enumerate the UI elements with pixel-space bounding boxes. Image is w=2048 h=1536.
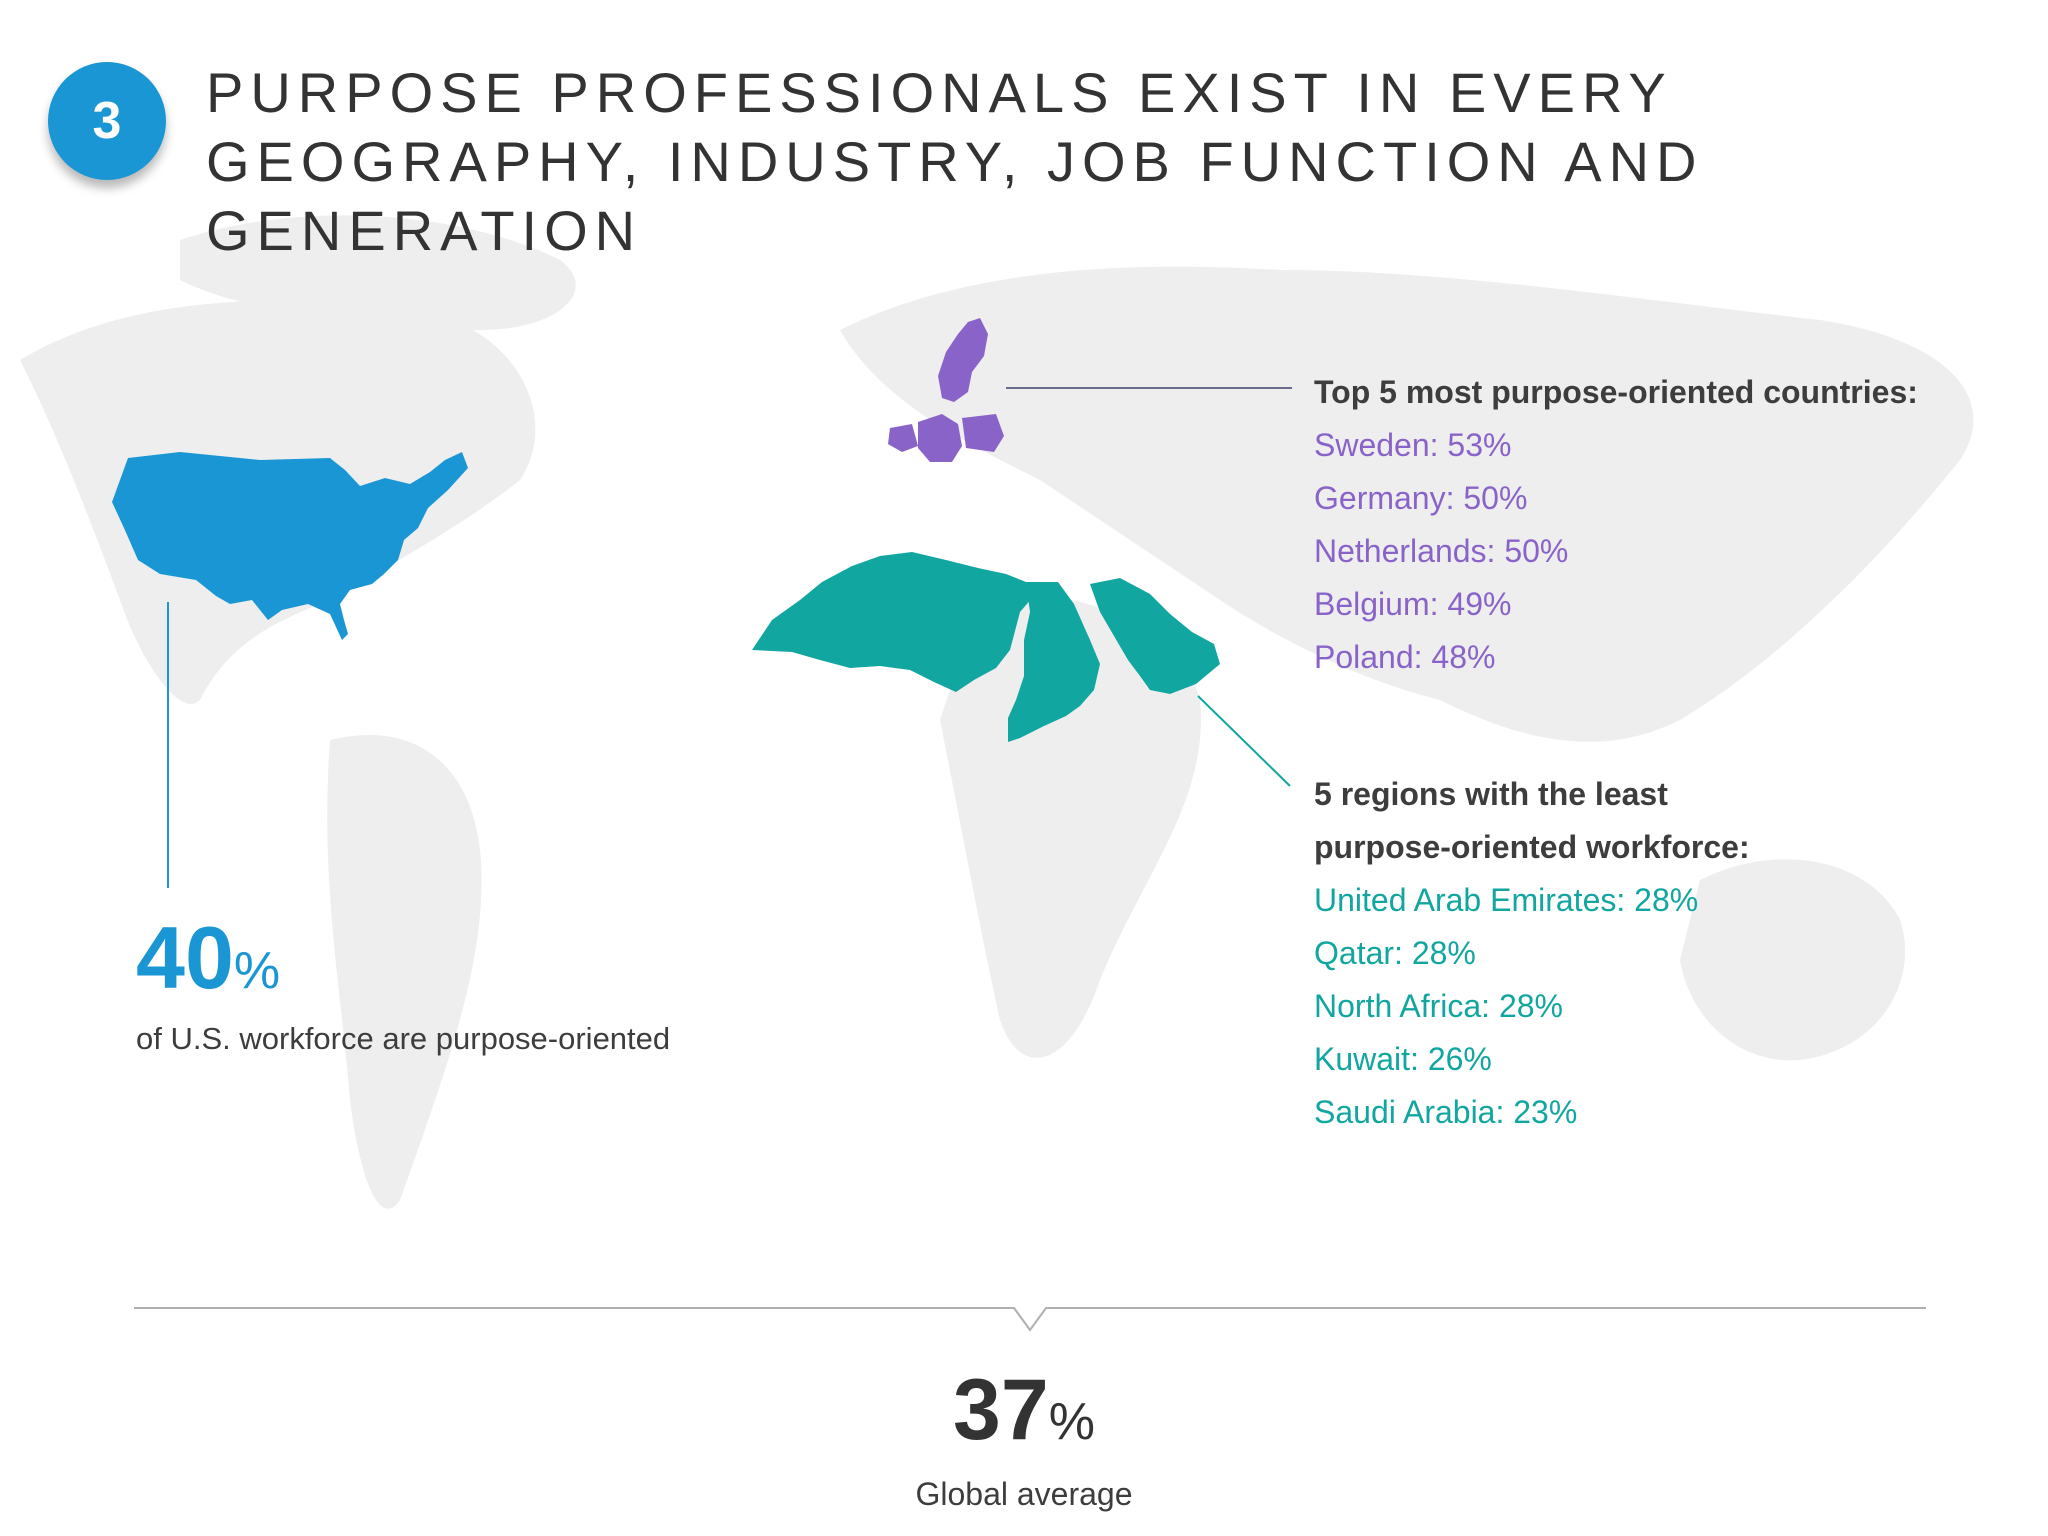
least-region-item: North Africa: 28%	[1314, 988, 1563, 1024]
egypt-sudan-shape	[1008, 582, 1100, 742]
top-country-item: Belgium: 49%	[1314, 586, 1512, 622]
netherlands-belgium-shape	[888, 424, 918, 452]
background-landmass	[20, 215, 1974, 1209]
top-country-item: Sweden: 53%	[1314, 427, 1512, 463]
us-unit: %	[233, 942, 281, 1000]
least-regions-list: 5 regions with the least purpose-oriente…	[1314, 768, 1750, 1139]
top-countries-heading: Top 5 most purpose-oriented countries:	[1314, 374, 1918, 410]
poland-shape	[962, 414, 1004, 452]
least-region-item: Saudi Arabia: 23%	[1314, 1094, 1578, 1130]
sweden-shape	[938, 318, 988, 402]
top-country-item: Netherlands: 50%	[1314, 533, 1569, 569]
us-statistic: 40% of U.S. workforce are purpose-orient…	[136, 908, 670, 1057]
us-percentage: 40%	[136, 908, 670, 1021]
arabia-shape	[1090, 578, 1220, 694]
least-regions-heading-line2: purpose-oriented workforce:	[1314, 829, 1750, 865]
north-africa-shape	[752, 552, 1032, 692]
global-average: 37% Global average	[0, 1360, 2048, 1513]
global-unit: %	[1048, 1393, 1095, 1451]
germany-shape	[918, 414, 962, 462]
least-region-item: United Arab Emirates: 28%	[1314, 882, 1699, 918]
global-value: 37	[953, 1362, 1049, 1458]
usa-shape	[112, 452, 468, 640]
page-title: PURPOSE PROFESSIONALS EXIST IN EVERY GEO…	[206, 61, 1704, 262]
global-divider	[134, 1307, 1926, 1332]
global-description: Global average	[915, 1476, 1133, 1512]
top-countries-shapes	[888, 318, 1004, 462]
us-value: 40	[136, 908, 234, 1007]
least-regions-connector	[1197, 695, 1291, 787]
us-description: of U.S. workforce are purpose-oriented	[136, 1021, 671, 1056]
least-regions-shapes	[752, 552, 1220, 742]
least-regions-heading-line1: 5 regions with the least	[1314, 776, 1668, 812]
top-country-item: Germany: 50%	[1314, 480, 1528, 516]
global-percentage: 37%	[0, 1360, 2048, 1472]
top-countries-list: Top 5 most purpose-oriented countries: S…	[1314, 366, 1918, 684]
top-country-item: Poland: 48%	[1314, 639, 1496, 675]
least-region-item: Qatar: 28%	[1314, 935, 1476, 971]
least-region-item: Kuwait: 26%	[1314, 1041, 1492, 1077]
section-number-badge: 3	[48, 62, 166, 180]
